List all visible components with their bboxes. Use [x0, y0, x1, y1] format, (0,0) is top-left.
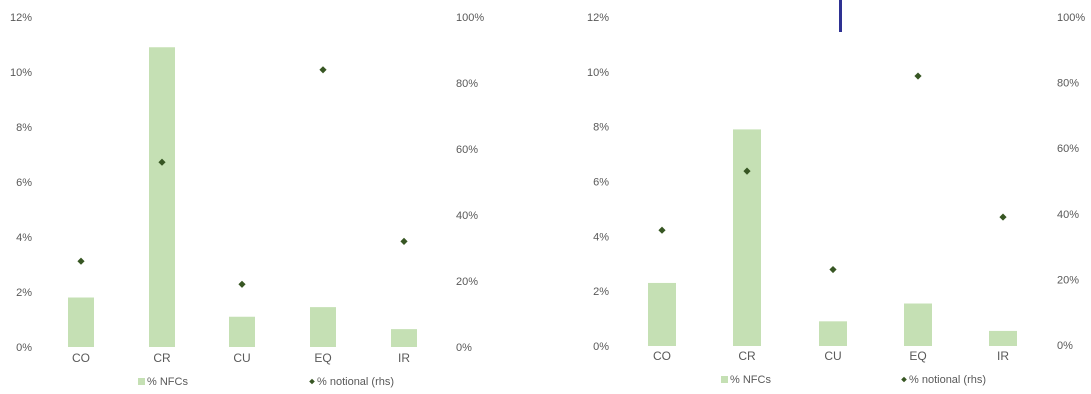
y-left-tick-label: 12% [10, 12, 32, 24]
category-label: CR [153, 351, 171, 365]
bar [648, 282, 676, 346]
category-label: CR [738, 349, 756, 363]
category-label: EQ [909, 349, 926, 363]
y-right-tick-label: 100% [1057, 12, 1085, 24]
bar [229, 316, 255, 347]
y-left-tick-label: 4% [16, 232, 32, 244]
y-left-tick-label: 2% [16, 287, 32, 299]
y-left-tick-label: 0% [593, 341, 609, 353]
y-right-tick-label: 80% [1057, 78, 1079, 90]
y-right-tick-label: 20% [1057, 274, 1079, 286]
legend-marker-swatch [309, 378, 315, 385]
y-right-tick-label: 0% [456, 342, 472, 354]
y-right-tick-label: 60% [1057, 143, 1079, 155]
legend-bar-swatch [721, 376, 728, 383]
y-left-tick-label: 8% [593, 122, 609, 134]
category-label: CU [824, 349, 841, 363]
y-right-tick-label: 60% [456, 144, 478, 156]
y-left-tick-label: 8% [16, 122, 32, 134]
notional-marker [829, 265, 837, 274]
category-label: IR [398, 351, 410, 365]
y-left-tick-label: 10% [10, 67, 32, 79]
divider-line [839, 0, 842, 32]
y-left-tick-label: 0% [16, 342, 32, 354]
notional-marker [77, 257, 85, 265]
y-left-tick-label: 2% [593, 286, 609, 298]
bar [68, 297, 94, 347]
chart-left: 0% 2% 4% 6% 8% 10% 12% 0% 20% 40% 60% 80% 100% CO CR CU… [10, 12, 484, 388]
notional-marker [743, 167, 751, 175]
legend-bar-swatch [138, 378, 145, 385]
category-label: IR [997, 349, 1009, 363]
notional-marker [658, 226, 666, 234]
category-label: CO [72, 351, 90, 365]
y-right-tick-label: 0% [1057, 340, 1073, 352]
y-left-tick-label: 6% [16, 177, 32, 189]
y-right-tick-label: 40% [456, 210, 478, 222]
notional-marker [238, 280, 246, 288]
y-right-tick-label: 20% [456, 276, 478, 288]
y-left-tick-label: 4% [593, 231, 609, 243]
notional-marker [158, 158, 166, 166]
y-left-tick-label: 6% [593, 177, 609, 189]
y-right-tick-label: 40% [1057, 209, 1079, 221]
y-left-tick-label: 12% [587, 12, 609, 24]
y-right-tick-label: 100% [456, 12, 484, 24]
notional-marker [319, 66, 327, 74]
legend-marker-swatch [901, 376, 907, 383]
category-label: CU [233, 351, 250, 365]
bar [149, 47, 175, 347]
notional-marker [999, 213, 1007, 221]
legend-label-nfcs: % NFCs [147, 376, 188, 388]
notional-marker [914, 72, 922, 80]
category-label: EQ [314, 351, 331, 365]
y-right-tick-label: 80% [456, 78, 478, 90]
legend-label-nfcs: % NFCs [730, 374, 771, 386]
bar [733, 129, 761, 346]
bar [989, 330, 1017, 346]
bar [904, 303, 932, 346]
category-label: CO [653, 349, 671, 363]
y-left-tick-label: 10% [587, 67, 609, 79]
bar [310, 307, 336, 347]
legend-label-notional: % notional (rhs) [317, 376, 394, 388]
bar [391, 329, 417, 347]
bar [819, 321, 847, 346]
legend-label-notional: % notional (rhs) [909, 374, 986, 386]
notional-marker [400, 237, 408, 245]
